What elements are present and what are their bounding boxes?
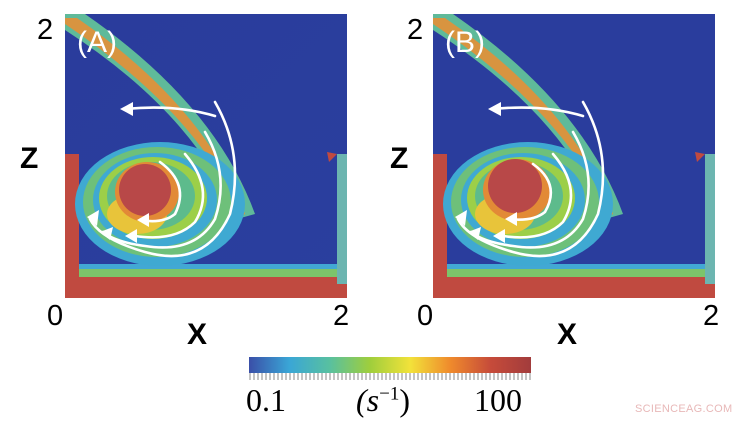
x-min-tick-b: 0 (417, 300, 434, 332)
z-axis-label-a: Z (20, 142, 39, 175)
panel-a: (A) (65, 14, 347, 298)
panel-label-a: (A) (77, 26, 117, 59)
colorbar-min-label: 0.1 (246, 382, 286, 418)
x-min-tick-a: 0 (47, 300, 64, 332)
x-max-tick-b: 2 (703, 300, 720, 332)
z-max-tick-b: 2 (407, 14, 424, 46)
unit-exponent: −1 (379, 383, 400, 405)
unit-base: (s (356, 382, 380, 418)
colorbar-max-label: 100 (474, 382, 522, 418)
z-axis-label-b: Z (390, 142, 409, 175)
colorbar (249, 357, 531, 373)
x-axis-label-a: X (187, 318, 208, 351)
panel-b: (B) (433, 14, 715, 298)
watermark: SCIENCEAG.COM (635, 403, 733, 415)
unit-close: ) (399, 382, 410, 418)
vorticity-field-a (65, 14, 347, 298)
colorbar-ticks (249, 373, 531, 380)
x-max-tick-a: 2 (333, 300, 350, 332)
z-max-tick-a: 2 (37, 14, 54, 46)
x-axis-label-b: X (557, 318, 578, 351)
colorbar-unit-label: (s−1) (356, 382, 410, 419)
panel-label-b: (B) (445, 26, 485, 59)
vorticity-field-b (433, 14, 715, 298)
